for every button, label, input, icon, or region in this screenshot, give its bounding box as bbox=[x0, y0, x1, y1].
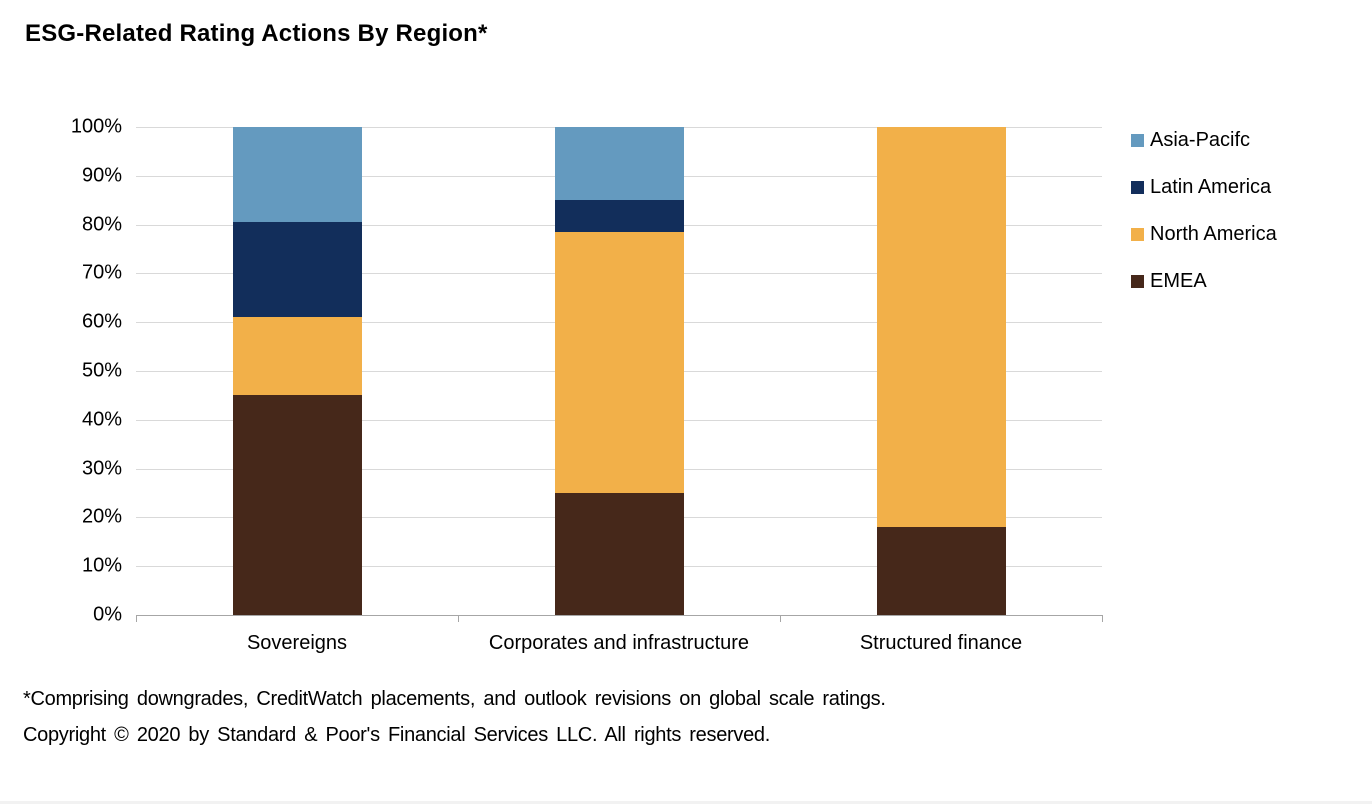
bar-segment bbox=[554, 231, 684, 493]
x-category-label: Structured finance bbox=[859, 632, 1023, 654]
plot-area bbox=[136, 127, 1102, 615]
bar-segment bbox=[876, 527, 1006, 615]
y-tick-label: 80% bbox=[81, 213, 122, 236]
legend-item: EMEA bbox=[1131, 270, 1277, 292]
legend-item: Latin America bbox=[1131, 176, 1277, 198]
y-tick-label: 10% bbox=[81, 554, 122, 577]
axis-tick bbox=[458, 615, 459, 622]
axis-tick bbox=[136, 615, 137, 622]
y-tick-label: 90% bbox=[81, 164, 122, 187]
footnote-line-1: *Comprising downgrades, CreditWatch plac… bbox=[23, 688, 886, 710]
legend-label: Latin America bbox=[1150, 175, 1272, 198]
y-tick-label: 60% bbox=[81, 310, 122, 333]
bar-segment bbox=[554, 493, 684, 615]
legend-item: Asia-Pacifc bbox=[1131, 129, 1277, 151]
legend-label: Asia-Pacifc bbox=[1150, 128, 1251, 151]
x-axis-line bbox=[136, 615, 1103, 616]
bar-segment bbox=[232, 222, 362, 318]
y-tick-label: 70% bbox=[81, 261, 122, 284]
y-tick-label: 0% bbox=[93, 603, 122, 626]
x-category-label: Corporates and infrastructure bbox=[488, 632, 750, 654]
bar-segment bbox=[232, 395, 362, 615]
bar-segment bbox=[876, 127, 1006, 528]
legend-swatch-icon bbox=[1131, 133, 1144, 147]
footnote-line-2: Copyright © 2020 by Standard & Poor's Fi… bbox=[23, 724, 770, 746]
bar-segment bbox=[232, 127, 362, 223]
y-tick-label: 100% bbox=[70, 115, 122, 138]
axis-tick bbox=[1102, 615, 1103, 622]
y-tick-label: 40% bbox=[81, 408, 122, 431]
bar-segment bbox=[554, 200, 684, 232]
y-tick-label: 30% bbox=[81, 457, 122, 480]
bar-stack-2 bbox=[876, 127, 1006, 615]
x-category-label: Sovereigns bbox=[246, 632, 348, 654]
legend-swatch-icon bbox=[1131, 227, 1144, 241]
bar-segment bbox=[554, 127, 684, 201]
y-tick-label: 20% bbox=[81, 505, 122, 528]
legend-label: EMEA bbox=[1150, 269, 1207, 292]
y-tick-label: 50% bbox=[81, 359, 122, 382]
bar-stack-1 bbox=[554, 127, 684, 615]
legend-swatch-icon bbox=[1131, 274, 1144, 288]
bar-stack-0 bbox=[232, 127, 362, 615]
legend-swatch-icon bbox=[1131, 180, 1144, 194]
legend-label: North America bbox=[1150, 222, 1277, 245]
legend-item: North America bbox=[1131, 223, 1277, 245]
legend: Asia-Pacifc Latin America North America EME… bbox=[1131, 129, 1277, 317]
chart-title: ESG-Related Rating Actions By Region* bbox=[25, 20, 488, 47]
axis-tick bbox=[780, 615, 781, 622]
bar-segment bbox=[232, 317, 362, 396]
